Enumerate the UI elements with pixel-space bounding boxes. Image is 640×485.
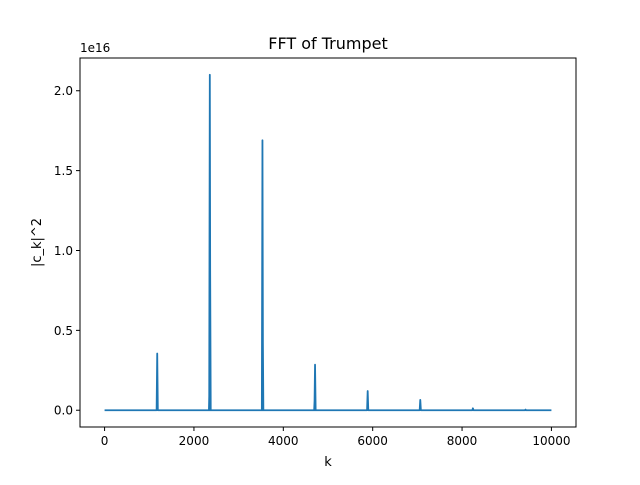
y-tick-label: 1.0 — [54, 244, 73, 258]
x-tick-label: 6000 — [357, 434, 388, 448]
plot-area — [104, 73, 552, 412]
x-tick-label: 10000 — [532, 434, 570, 448]
x-tick-label: 8000 — [447, 434, 478, 448]
y-tick-label: 2.0 — [54, 84, 73, 98]
x-axis: 0 2000 4000 6000 8000 10000 — [101, 427, 571, 448]
x-tick-label: 4000 — [268, 434, 299, 448]
y-tick-label: 0.5 — [54, 324, 73, 338]
axes-frame — [79, 57, 577, 428]
x-tick-label: 2000 — [179, 434, 210, 448]
chart-title: FFT of Trumpet — [268, 34, 388, 53]
spectrum-line — [104, 73, 552, 412]
y-axis-label: |c_k|^2 — [30, 218, 45, 267]
y-offset-label: 1e16 — [80, 41, 110, 55]
y-axis: 0.0 0.5 1.0 1.5 2.0 — [54, 84, 80, 418]
y-tick-label: 0.0 — [54, 404, 73, 418]
y-tick-label: 1.5 — [54, 164, 73, 178]
x-axis-label: k — [324, 455, 332, 470]
x-tick-label: 0 — [101, 434, 109, 448]
